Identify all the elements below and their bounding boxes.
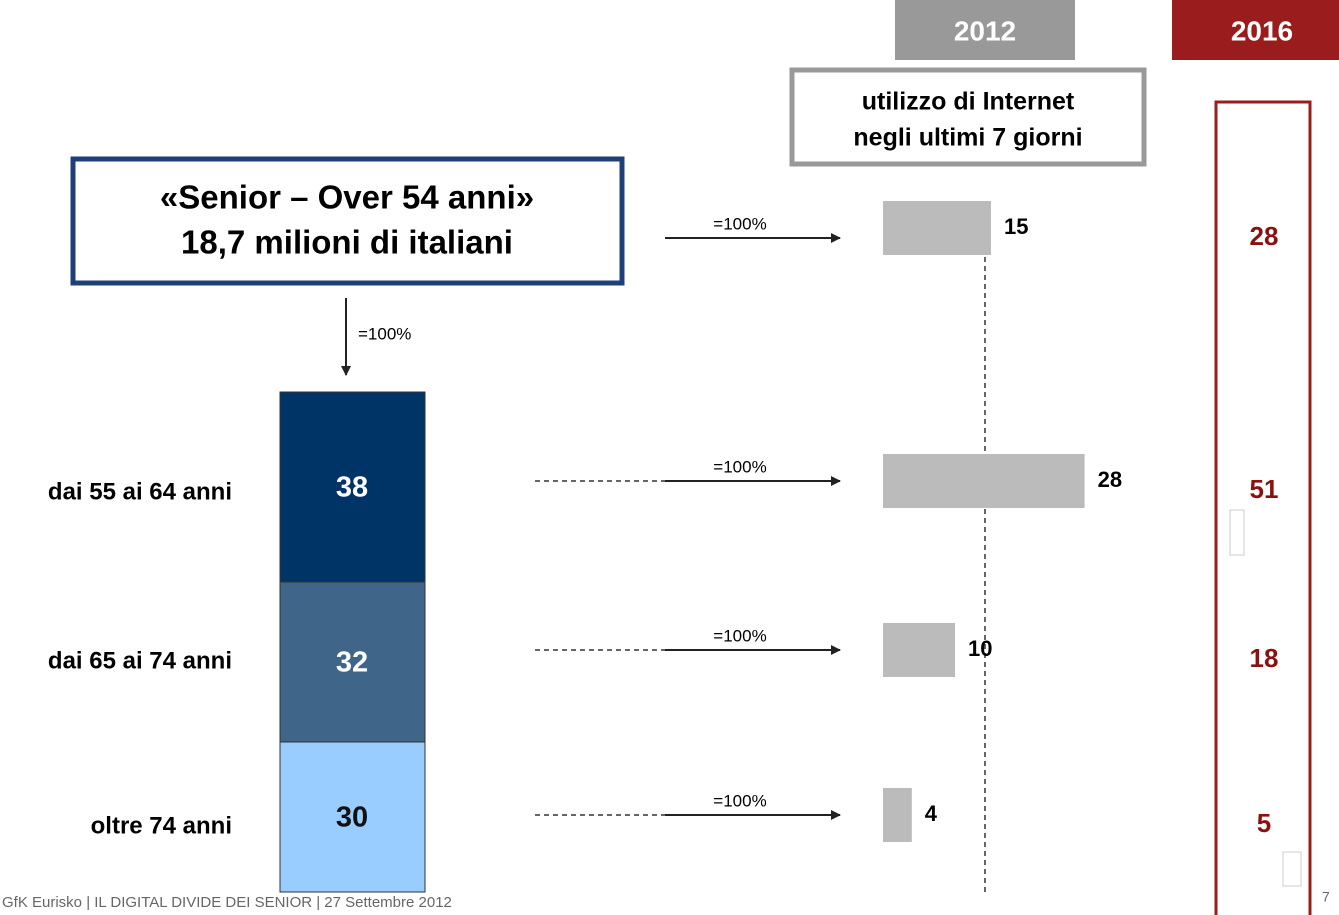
share-segment (279, 391, 426, 583)
share-label: 32 (336, 647, 368, 679)
row-label: oltre 74 anni (91, 812, 232, 839)
arrow-label: =100% (358, 324, 411, 343)
bar-2012 (883, 201, 991, 255)
bar-2012 (883, 788, 912, 842)
subtitle-line: negli ultimi 7 giorni (853, 124, 1082, 152)
header-2012 (895, 0, 1075, 60)
value-2012: 10 (968, 636, 992, 661)
senior-subtitle: 18,7 milioni di italiani (181, 224, 513, 261)
share-segment (279, 741, 426, 893)
column-2016 (1214, 100, 1312, 915)
senior-title: «Senior – Over 54 anni» (160, 179, 534, 216)
senior-box (70, 156, 625, 286)
subtitle-box (789, 67, 1147, 167)
arrow-label: =100% (713, 457, 766, 476)
arrow-label: =100% (713, 791, 766, 810)
bar-2012 (883, 623, 955, 677)
footer: GfK Eurisko | IL DIGITAL DIVIDE DEI SENI… (2, 894, 452, 911)
header-2016 (1172, 0, 1339, 60)
value-2012: 15 (1004, 214, 1028, 239)
arrow-label: =100% (713, 626, 766, 645)
arrow-label: =100% (713, 214, 766, 233)
value-2012: 4 (925, 801, 938, 826)
row-label: dai 55 ai 64 anni (48, 478, 232, 505)
decor (1229, 509, 1245, 556)
value-2016: 5 (1257, 808, 1271, 838)
year-2012: 2012 (954, 15, 1016, 46)
row-label: dai 65 ai 74 anni (48, 647, 232, 674)
decor (1282, 851, 1302, 887)
share-label: 38 (336, 472, 368, 504)
year-2016: 2016 (1231, 15, 1293, 46)
bar-2012 (883, 454, 1085, 508)
value-2016: 51 (1250, 474, 1279, 504)
share-segment (279, 581, 426, 743)
subtitle-line: utilizzo di Internet (862, 88, 1075, 116)
value-2016: 18 (1250, 643, 1279, 673)
value-2016: 28 (1250, 221, 1279, 251)
page-number: 7 (1322, 889, 1330, 905)
share-label: 30 (336, 802, 368, 834)
value-2012: 28 (1098, 467, 1122, 492)
